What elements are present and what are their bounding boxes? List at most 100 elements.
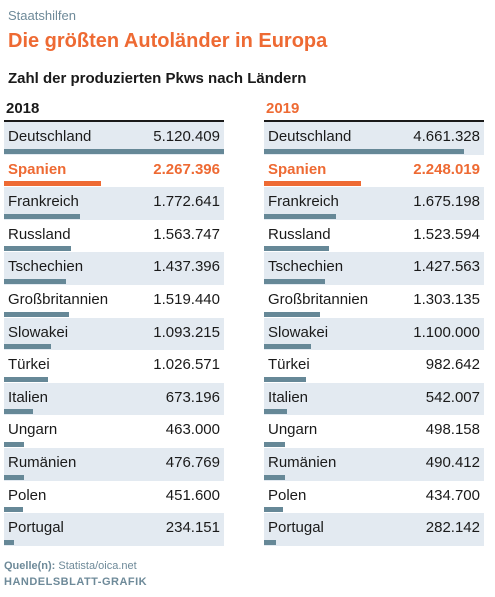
table-row: Slowakei 1.093.215 (4, 317, 224, 351)
value-label: 282.142 (425, 519, 480, 537)
bar (4, 344, 51, 350)
top-rule (264, 120, 484, 122)
value-label: 4.661.328 (413, 128, 480, 145)
table-row: Portugal 234.151 (4, 513, 224, 546)
table-row: Frankreich 1.772.641 (4, 187, 224, 220)
value-label: 1.093.215 (153, 323, 220, 341)
country-label: Italien (8, 388, 49, 406)
country-label: Russland (268, 225, 331, 243)
table-row: Spanien 2.267.396 (4, 155, 224, 188)
value-label: 982.642 (425, 356, 480, 374)
bar (4, 376, 49, 382)
bar (264, 409, 288, 415)
table-row: Deutschland 5.120.409 (4, 122, 224, 155)
bar (264, 441, 286, 447)
chart-title: Die größten Autoländer in Europa (8, 30, 328, 52)
table-row: Spanien 2.248.019 (264, 155, 484, 188)
top-rule (4, 120, 224, 122)
bar (264, 278, 326, 284)
table-row: Großbritannien 1.519.440 (4, 285, 224, 318)
country-label: Deutschland (8, 128, 92, 145)
source-label: Quelle(n): (4, 560, 56, 572)
value-label: 1.427.563 (413, 258, 480, 276)
value-label: 1.523.594 (413, 225, 480, 243)
value-label: 490.412 (425, 453, 480, 471)
rows: Deutschland 4.661.328 Spanien 2.248.019 Fran… (264, 122, 484, 546)
value-label: 1.675.198 (413, 193, 480, 211)
chart-2019: 2019 Deutschland 4.661.328 Spanien 2.248.01… (264, 98, 484, 546)
country-label: Tschechien (268, 258, 344, 276)
value-label: 234.151 (165, 519, 220, 537)
bar (4, 539, 15, 545)
bar (264, 539, 277, 545)
country-label: Rumänien (268, 453, 337, 471)
value-label: 1.437.396 (153, 258, 220, 276)
value-label: 1.772.641 (153, 193, 220, 211)
bar (264, 344, 312, 350)
bar (4, 181, 102, 187)
chart-subtitle: Zahl der produzierten Pkws nach Ländern (8, 70, 307, 87)
table-row: Russland 1.563.747 (4, 220, 224, 253)
country-label: Polen (268, 486, 307, 504)
value-label: 498.158 (425, 421, 480, 439)
table-row: Rumänien 476.769 (4, 447, 224, 481)
table-row: Portugal 282.142 (264, 513, 484, 546)
bar (4, 409, 33, 415)
country-label: Portugal (268, 519, 324, 537)
bar (4, 278, 66, 284)
value-label: 463.000 (165, 421, 220, 439)
table-row: Ungarn 498.158 (264, 415, 484, 448)
bar (264, 148, 465, 154)
bar (4, 311, 70, 317)
bar (4, 148, 224, 154)
table-row: Italien 542.007 (264, 382, 484, 416)
country-label: Rumänien (8, 453, 77, 471)
value-label: 1.303.135 (413, 290, 480, 308)
value-label: 673.196 (165, 388, 220, 406)
country-label: Spanien (268, 160, 327, 178)
credit: HANDELSBLATT-GRAFIK (4, 576, 148, 588)
country-label: Polen (8, 486, 47, 504)
source-note: Quelle(n): Statista/oica.net (4, 560, 137, 572)
table-row: Türkei 1.026.571 (4, 350, 224, 383)
table-row: Tschechien 1.427.563 (264, 252, 484, 285)
bar (4, 441, 24, 447)
table-row: Russland 1.523.594 (264, 220, 484, 253)
country-label: Großbritannien (268, 290, 369, 308)
country-label: Spanien (8, 160, 67, 178)
value-label: 451.600 (165, 486, 220, 504)
year-label: 2018 (6, 100, 40, 117)
rows: Deutschland 5.120.409 Spanien 2.267.396 Fran… (4, 122, 224, 546)
bar (4, 213, 81, 219)
value-label: 2.267.396 (153, 160, 220, 178)
value-label: 1.563.747 (153, 225, 220, 243)
country-label: Großbritannien (8, 290, 109, 308)
bar (264, 376, 307, 382)
country-label: Frankreich (8, 193, 79, 211)
bar (264, 311, 320, 317)
country-label: Slowakei (8, 323, 69, 341)
country-label: Deutschland (268, 128, 352, 145)
country-label: Ungarn (8, 421, 58, 439)
table-row: Frankreich 1.675.198 (264, 187, 484, 220)
country-label: Russland (8, 225, 71, 243)
table-row: Italien 673.196 (4, 382, 224, 416)
bar (4, 507, 24, 513)
kicker: Staatshilfen (8, 8, 76, 23)
table-row: Großbritannien 1.303.135 (264, 285, 484, 318)
bar (264, 213, 336, 219)
bar (264, 474, 286, 480)
country-label: Slowakei (268, 323, 329, 341)
country-label: Tschechien (8, 258, 84, 276)
value-label: 5.120.409 (153, 128, 220, 145)
chart-2018: 2018 Deutschland 5.120.409 Spanien 2.267.39… (4, 98, 224, 546)
value-label: 1.026.571 (153, 356, 220, 374)
bar (264, 507, 283, 513)
table-row: Tschechien 1.437.396 (4, 252, 224, 285)
source-text: Statista/oica.net (58, 560, 137, 572)
country-label: Portugal (8, 519, 64, 537)
bar (264, 181, 361, 187)
bar (4, 246, 72, 252)
value-label: 476.769 (165, 453, 220, 471)
value-label: 542.007 (425, 388, 480, 406)
